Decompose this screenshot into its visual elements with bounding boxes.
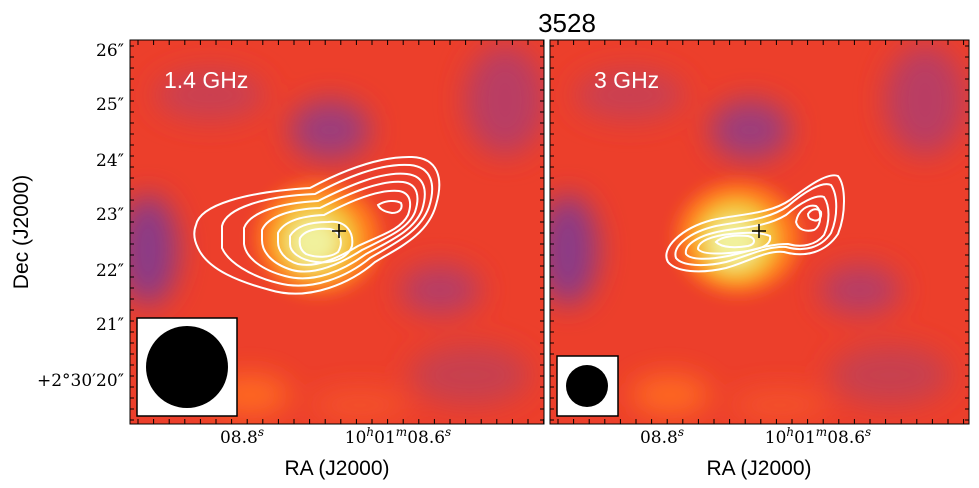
panel-1p4ghz: 1.4 GHz 26″ 25″ 24″ 23″ 22″ 21″ +2°30′20… (10, 39, 545, 480)
peak-marker-3ghz (752, 224, 766, 238)
x-axis-label: RA (J2000) (284, 457, 389, 480)
beam-ellipse (146, 326, 228, 408)
y-tick-label: 22″ (96, 261, 124, 281)
panel-label: 1.4 GHz (164, 67, 248, 93)
panel-label: 3 GHz (594, 67, 659, 93)
contours-3ghz (665, 174, 845, 273)
x-tick-label: 10h01m08.6s (765, 425, 871, 448)
x-tick-label: 08.8s (220, 425, 264, 448)
y-axis-label: Dec (J2000) (10, 175, 33, 289)
y-tick-label: 25″ (96, 95, 124, 115)
y-ticklabels: 26″ 25″ 24″ 23″ 22″ 21″ +2°30′20″ (37, 41, 124, 391)
beam-box-1p4ghz (136, 317, 238, 417)
beam-box-3ghz (556, 355, 619, 417)
contours-1p4ghz (193, 155, 441, 295)
peak-marker-1p4ghz (332, 224, 346, 238)
x-ticklabels: 08.8s 10h01m08.6s (640, 425, 871, 448)
x-tick-label: 08.8s (640, 425, 684, 448)
y-tick-label: 26″ (96, 41, 124, 61)
y-tick-label: +2°30′20″ (37, 371, 124, 391)
y-tick-label: 24″ (96, 151, 124, 171)
x-axis-label: RA (J2000) (706, 457, 811, 480)
figure-title: 3528 (538, 8, 596, 38)
y-tick-label: 21″ (96, 315, 124, 335)
panel-3ghz: 3 GHz 08.8s 10h01m08.6s RA (J2000) (549, 39, 970, 480)
x-tick-label: 10h01m08.6s (345, 425, 451, 448)
x-ticklabels: 08.8s 10h01m08.6s (220, 425, 451, 448)
y-tick-label: 23″ (96, 205, 124, 225)
beam-ellipse (566, 365, 608, 407)
